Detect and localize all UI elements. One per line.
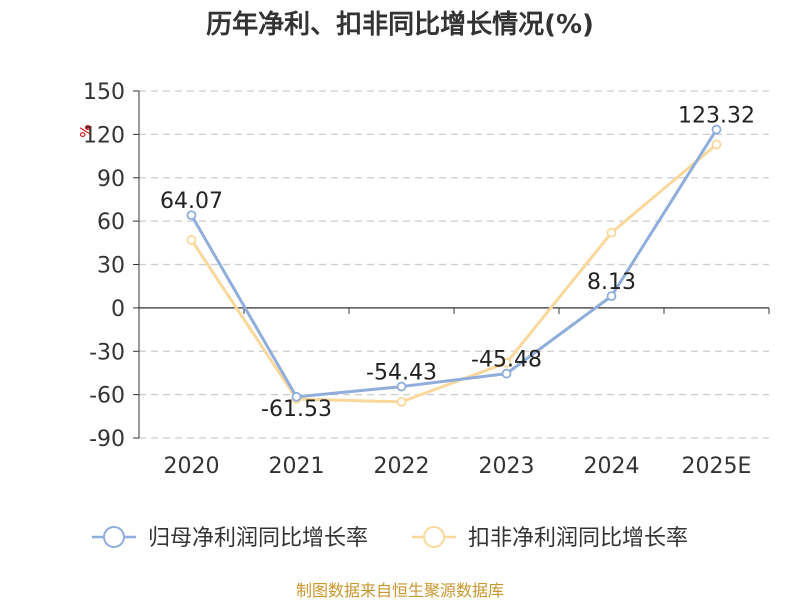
y-tick-label: 150 [83, 80, 125, 105]
source-note: 制图数据来自恒生聚源数据库 [296, 581, 504, 600]
legend-marker-icon [103, 526, 125, 548]
data-point[interactable] [186, 210, 197, 221]
data-point[interactable] [711, 124, 722, 135]
data-point[interactable] [501, 368, 512, 379]
legend-marker-icon [423, 526, 445, 548]
series-line-1 [190, 143, 718, 404]
grid-lines [139, 90, 769, 439]
y-tick-label: -90 [89, 427, 125, 452]
y-tick-label: -30 [89, 340, 125, 365]
data-point[interactable] [606, 227, 617, 238]
data-point[interactable] [711, 139, 722, 150]
data-point[interactable] [291, 391, 302, 402]
x-tick-label: 2024 [584, 454, 640, 479]
x-axis: 2020 2021 2022 2023 2024 2025E [138, 307, 770, 479]
chart-title: 历年净利、扣非同比增长情况(%) [206, 9, 594, 40]
data-label: 64.07 [160, 189, 223, 214]
data-label: -54.43 [366, 361, 437, 386]
x-tick-label: 2020 [164, 454, 220, 479]
y-tick-label: 60 [97, 210, 125, 235]
series-lines [186, 124, 722, 407]
y-tick-label: 120 [83, 123, 125, 148]
data-label: -45.48 [471, 348, 542, 373]
legend-label: 扣非净利润同比增长率 [468, 526, 688, 551]
data-label: 123.32 [678, 104, 755, 129]
data-labels: 64.07 -61.53 -54.43 -45.48 8.13 123.32 [160, 104, 755, 422]
legend[interactable]: 归母净利润同比增长率 扣非净利润同比增长率 [92, 526, 688, 551]
series-line-0 [190, 128, 718, 399]
y-axis-unit: % [76, 124, 92, 137]
legend-item-0[interactable]: 归母净利润同比增长率 [92, 526, 368, 551]
y-tick-label: 30 [97, 254, 125, 279]
x-tick-label: 2025E [682, 454, 752, 479]
data-point[interactable] [606, 291, 617, 302]
data-point[interactable] [396, 381, 407, 392]
data-point[interactable] [501, 357, 512, 368]
legend-item-1[interactable]: 扣非净利润同比增长率 [412, 526, 688, 551]
data-label: -61.53 [261, 397, 332, 422]
x-tick-label: 2023 [479, 454, 535, 479]
data-point[interactable] [186, 235, 197, 245]
x-tick-label: 2021 [269, 454, 325, 479]
x-tick-label: 2022 [374, 454, 430, 479]
data-label: 8.13 [587, 270, 636, 295]
y-axis: 150 120 90 60 30 0 -30 -60 -90 [83, 80, 140, 452]
legend-label: 归母净利润同比增长率 [148, 526, 368, 551]
data-point[interactable] [396, 396, 407, 407]
y-tick-label: -60 [89, 384, 125, 409]
y-tick-label: 0 [111, 297, 125, 322]
y-tick-label: 90 [97, 167, 125, 192]
